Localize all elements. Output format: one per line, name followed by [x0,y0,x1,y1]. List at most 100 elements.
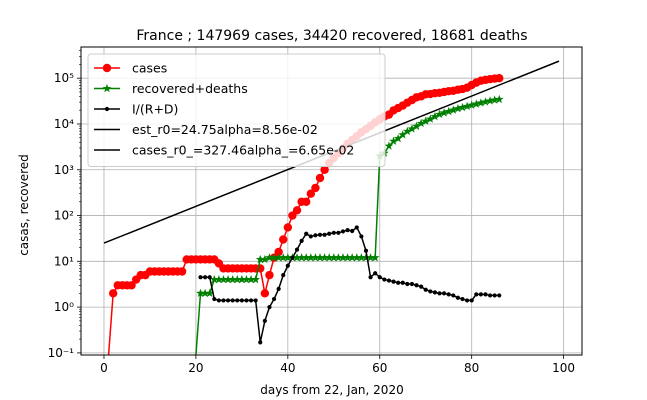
data-point [329,253,339,262]
data-point [483,292,488,297]
legend-marker [102,63,112,73]
data-point [242,274,251,284]
data-point [271,296,277,302]
data-point [253,298,258,303]
data-point [419,284,424,289]
data-point [402,126,412,136]
data-point [219,274,228,284]
data-point [297,253,306,262]
data-point [407,124,417,133]
data-point [177,267,187,276]
legend-label: cases [132,61,167,76]
data-point [311,253,320,262]
data-point [414,283,419,288]
data-point [209,274,219,284]
data-point [340,229,346,234]
x-tick-label: 0 [100,361,108,375]
data-point [265,270,274,280]
data-point [464,298,470,303]
data-point [467,100,477,109]
data-point [237,274,247,284]
data-point [306,189,316,198]
data-point [317,232,323,237]
data-point [292,206,302,215]
y-axis-label: casas, recovered [17,154,31,256]
chart-title: France ; 147969 cases, 34420 recovered, … [136,28,527,44]
data-point [304,231,309,236]
data-point [396,280,401,285]
data-point [338,253,348,262]
legend-label: est_r0=24.75alpha=8.56e-02 [132,122,318,137]
data-point [487,293,493,298]
data-point [428,289,433,294]
data-point [200,288,210,298]
data-point [469,298,474,303]
data-point [359,234,364,239]
y-tick-label: 10² [54,209,74,223]
data-point [283,253,293,262]
data-point [308,234,313,239]
legend-item-cases-r0-327-46alpha-6-65e-02: cases_r0_=327.46alpha_=6.65e-02 [94,143,354,158]
data-point [430,111,440,121]
data-point [471,99,481,108]
data-point [283,223,293,232]
data-point [485,96,495,105]
x-tick-label: 80 [464,361,479,375]
data-point [384,141,394,150]
data-point [334,253,343,262]
data-point [216,298,221,303]
data-point [444,106,454,116]
data-point [239,298,244,303]
data-point [389,136,398,145]
legend-marker [104,106,110,112]
series-recovered-deaths [195,94,504,356]
data-point [228,274,238,284]
data-point [299,238,304,243]
data-point [127,281,136,290]
y-tick-label: 10⁵ [54,71,74,85]
data-point [246,274,256,284]
data-point [405,281,410,287]
data-point [285,263,290,268]
data-point [352,253,362,262]
legend-item-recovered-deaths: recovered+deaths [94,81,248,96]
data-point [398,130,408,139]
data-point [320,253,329,262]
data-point [274,247,283,257]
data-point [212,296,217,302]
data-point [331,230,336,235]
legend-marker [102,83,112,93]
data-point [262,318,267,324]
legend-item-est-r0-24-75alpha-8-56e-02: est_r0=24.75alpha=8.56e-02 [94,122,318,137]
data-point [214,274,224,284]
data-point [478,292,483,297]
data-point [412,121,421,131]
data-point [315,173,325,183]
data-point [251,274,261,284]
data-point [368,275,373,280]
data-point [244,298,249,303]
data-point [416,118,426,128]
data-point [366,253,375,262]
data-point [302,197,311,206]
x-tick-label: 60 [372,361,387,375]
data-point [235,298,240,303]
data-point [497,293,502,298]
data-point [490,95,500,104]
x-tick-label: 100 [552,361,575,375]
data-point [260,289,270,298]
data-point [481,97,490,106]
data-point [476,98,486,107]
legend-item-i-r-d: I/(R+D) [94,102,178,117]
data-point [448,105,458,114]
y-tick-label: 10⁴ [54,117,74,131]
data-point [446,292,451,297]
data-point [207,275,212,280]
legend-label: recovered+deaths [132,81,248,96]
data-point [255,254,265,264]
data-point [350,228,355,234]
data-point [248,298,254,303]
data-point [313,233,318,238]
data-point [382,277,387,282]
